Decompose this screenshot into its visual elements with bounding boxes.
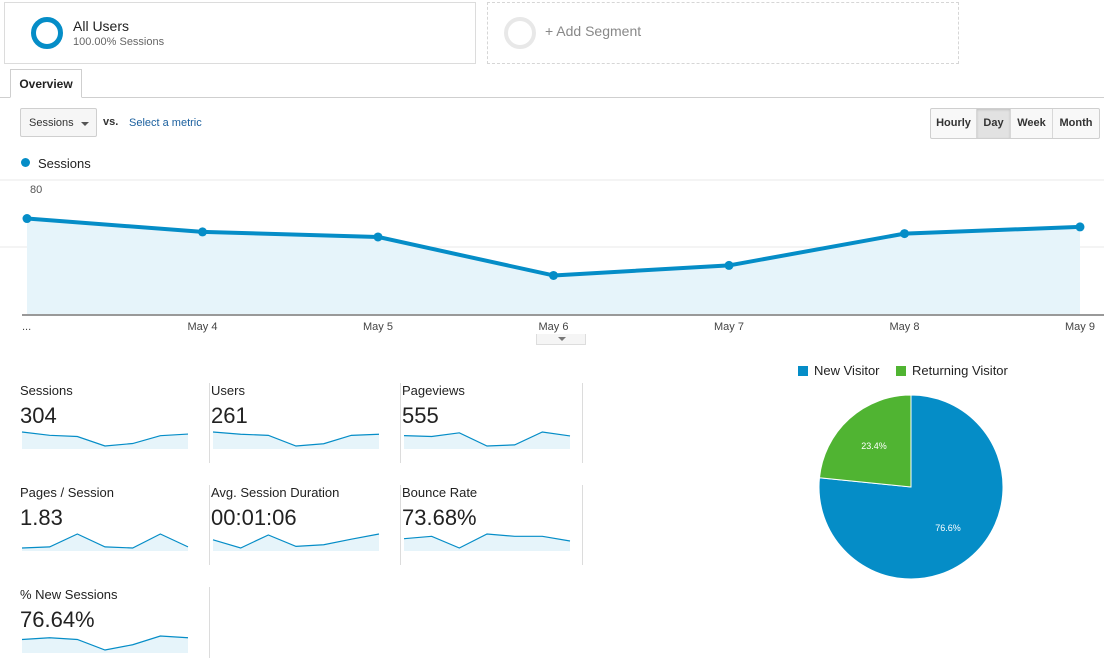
sparkline-area bbox=[213, 432, 379, 449]
scorecard[interactable]: Bounce Rate 73.68% bbox=[402, 485, 583, 565]
sparkline-area bbox=[22, 636, 188, 653]
x-tick-label: ... bbox=[22, 321, 31, 333]
sessions-point bbox=[900, 229, 909, 239]
scorecard[interactable]: Sessions 304 bbox=[20, 383, 210, 463]
scorecard-sparkline bbox=[21, 431, 189, 449]
sessions-legend-label[interactable]: Sessions bbox=[38, 156, 91, 171]
chart-expand-handle[interactable] bbox=[536, 334, 586, 345]
add-segment-button[interactable]: + Add Segment bbox=[487, 2, 959, 64]
sparkline-line bbox=[21, 635, 189, 651]
sparkline-area bbox=[404, 534, 570, 551]
sparkline-area bbox=[404, 432, 570, 449]
chevron-down-icon bbox=[558, 337, 566, 341]
metric-select[interactable]: Sessions bbox=[20, 108, 97, 137]
sessions-point bbox=[22, 214, 32, 224]
new-visitor-swatch bbox=[798, 366, 808, 376]
sessions-point bbox=[549, 270, 558, 280]
pie-slice-label: 23.4% bbox=[861, 441, 887, 451]
add-segment-label: + Add Segment bbox=[545, 23, 642, 39]
metric-select-value: Sessions bbox=[29, 117, 74, 129]
vs-label: vs. bbox=[103, 116, 119, 128]
segment-ring-icon bbox=[31, 17, 63, 49]
granularity-toggle: Hourly Day Week Month bbox=[930, 108, 1100, 139]
x-tick-label: May 8 bbox=[890, 321, 920, 333]
visitor-pie-chart: 76.6% 23.4% bbox=[818, 394, 1004, 580]
scorecard-label: Users bbox=[211, 383, 245, 398]
sessions-point bbox=[1075, 222, 1085, 232]
chevron-down-icon bbox=[81, 122, 89, 126]
sessions-point bbox=[724, 260, 734, 270]
scorecard-sparkline bbox=[403, 431, 571, 449]
scorecard-label: Sessions bbox=[20, 383, 73, 398]
scorecard[interactable]: Avg. Session Duration 00:01:06 bbox=[211, 485, 401, 565]
pie-legend-label: New Visitor bbox=[814, 363, 880, 378]
pie-slice-label: 76.6% bbox=[935, 523, 961, 533]
select-metric-link[interactable]: Select a metric bbox=[129, 117, 202, 129]
sparkline-area bbox=[22, 534, 188, 551]
x-tick-label: May 5 bbox=[363, 321, 393, 333]
x-tick-label: May 7 bbox=[714, 321, 744, 333]
pie-legend-label: Returning Visitor bbox=[912, 363, 1008, 378]
sparkline-line bbox=[21, 533, 189, 549]
scorecard-value: 261 bbox=[211, 403, 248, 428]
scorecard-value: 73.68% bbox=[402, 505, 477, 530]
scorecard-label: Pageviews bbox=[402, 383, 465, 398]
sessions-point bbox=[373, 232, 383, 242]
sparkline-line bbox=[403, 533, 571, 549]
sparkline-area bbox=[213, 534, 379, 551]
sessions-area bbox=[27, 218, 1080, 314]
scorecard-label: Avg. Session Duration bbox=[211, 485, 340, 500]
scorecard-value: 1.83 bbox=[20, 505, 63, 530]
scorecard[interactable]: Users 261 bbox=[211, 383, 401, 463]
pie-slice-new-visitor bbox=[818, 394, 1004, 580]
scorecard-value: 00:01:06 bbox=[211, 505, 297, 530]
sessions-point bbox=[198, 227, 207, 237]
returning-visitor-swatch bbox=[896, 366, 906, 376]
granularity-month-button[interactable]: Month bbox=[1059, 117, 1093, 129]
scorecard-label: Pages / Session bbox=[20, 485, 114, 500]
scorecard[interactable]: Pages / Session 1.83 bbox=[20, 485, 210, 565]
x-tick-label: May 4 bbox=[188, 321, 218, 333]
scorecard-sparkline bbox=[212, 533, 380, 551]
granularity-week-button[interactable]: Week bbox=[1011, 109, 1053, 138]
sparkline-line bbox=[212, 431, 380, 447]
sessions-legend-dot bbox=[21, 158, 30, 167]
scorecard-value: 76.64% bbox=[20, 607, 95, 632]
pie-slice-returning-visitor bbox=[818, 394, 912, 488]
segment-subtitle: 100.00% Sessions bbox=[73, 36, 165, 48]
x-tick-label: May 6 bbox=[539, 321, 569, 333]
segment-all-users[interactable]: All Users 100.00% Sessions bbox=[4, 2, 476, 64]
scorecard-value: 555 bbox=[402, 403, 439, 428]
scorecard-label: % New Sessions bbox=[20, 587, 118, 602]
scorecard-label: Bounce Rate bbox=[402, 485, 478, 500]
scorecard[interactable]: Pageviews 555 bbox=[402, 383, 583, 463]
sparkline-line bbox=[212, 533, 380, 549]
scorecard-sparkline bbox=[403, 533, 571, 551]
empty-segment-icon bbox=[504, 17, 536, 49]
sparkline-line bbox=[403, 431, 571, 447]
scorecard-sparkline bbox=[21, 635, 189, 653]
y-tick-label: 80 bbox=[30, 184, 42, 196]
segment-title: All Users bbox=[73, 18, 130, 34]
sparkline-line bbox=[21, 431, 189, 447]
tabs-divider bbox=[0, 97, 1104, 98]
granularity-hourly-button[interactable]: Hourly bbox=[931, 109, 977, 138]
tab-overview[interactable]: Overview bbox=[10, 69, 82, 98]
x-tick-label: May 9 bbox=[1065, 321, 1095, 333]
scorecard[interactable]: % New Sessions 76.64% bbox=[20, 587, 210, 658]
scorecard-sparkline bbox=[21, 533, 189, 551]
scorecard-value: 304 bbox=[20, 403, 57, 428]
granularity-day-button[interactable]: Day bbox=[977, 109, 1011, 138]
scorecard-sparkline bbox=[212, 431, 380, 449]
